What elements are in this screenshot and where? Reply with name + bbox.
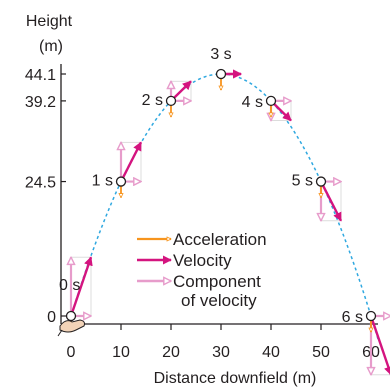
x-tick-label: 40	[262, 344, 280, 361]
ball-marker	[215, 68, 227, 80]
x-tick-label: 30	[212, 344, 230, 361]
ball-marker	[115, 176, 127, 187]
ball-marker	[265, 95, 277, 107]
legend-item-velocity: Velocity	[137, 251, 232, 270]
velocity-arrow	[119, 141, 143, 183]
velocity-arrow	[69, 256, 93, 317]
time-point-4s: 4 s	[242, 94, 291, 121]
time-point-5s: 5 s	[292, 173, 343, 222]
ball-marker	[365, 310, 377, 322]
time-point-3s: 3 s	[210, 46, 242, 90]
velocity-arrow	[319, 181, 343, 222]
legend: Acceleration Velocity Component of veloc…	[137, 230, 267, 310]
y-axis-title: Height (m)	[26, 13, 73, 55]
x-ticks: 0102030405060	[67, 324, 380, 361]
time-points: 0 s 1 s 2 s 3 s 4 s 5 s 6 s	[59, 46, 390, 375]
y-tick-label: 39.2	[25, 94, 56, 111]
axes	[60, 64, 378, 325]
legend-label-velocity: Velocity	[173, 251, 232, 270]
y-tick-label: 24.5	[25, 175, 56, 192]
y-ticks: 0 24.5 39.2 44.1	[25, 67, 66, 326]
time-label: 2 s	[142, 92, 163, 109]
y-tick-label: 0	[47, 309, 56, 326]
time-label: 6 s	[342, 309, 363, 326]
ball-marker	[165, 95, 177, 107]
x-tick-label: 10	[112, 344, 130, 361]
time-label: 1 s	[92, 173, 113, 190]
y-axis-title-line-2: (m)	[39, 38, 63, 55]
x-axis-title: Distance downfield (m)	[154, 370, 317, 387]
legend-item-acceleration: Acceleration	[137, 230, 267, 249]
time-point-6s: 6 s	[342, 309, 390, 375]
legend-label-component-line-1: Component	[173, 272, 261, 291]
ball-marker	[65, 310, 77, 322]
y-tick-label: 44.1	[25, 67, 56, 84]
legend-label-acceleration: Acceleration	[173, 230, 267, 249]
time-label: 5 s	[292, 173, 313, 190]
time-label: 3 s	[210, 46, 231, 63]
x-tick-label: 20	[162, 344, 180, 361]
legend-item-component: Component of velocity	[137, 272, 261, 310]
time-point-1s: 1 s	[92, 141, 143, 197]
legend-label-component-line-2: of velocity	[181, 291, 257, 310]
hand-icon	[57, 319, 85, 337]
time-point-2s: 2 s	[142, 81, 191, 117]
velocity-arrow	[369, 315, 390, 376]
time-label: 4 s	[242, 94, 263, 111]
time-label: 0 s	[59, 277, 80, 294]
time-point-0s: 0 s	[59, 256, 93, 332]
ball-marker	[315, 176, 327, 187]
x-tick-label: 50	[312, 344, 330, 361]
x-tick-label: 0	[67, 344, 76, 361]
y-axis-title-line-1: Height	[26, 13, 73, 30]
